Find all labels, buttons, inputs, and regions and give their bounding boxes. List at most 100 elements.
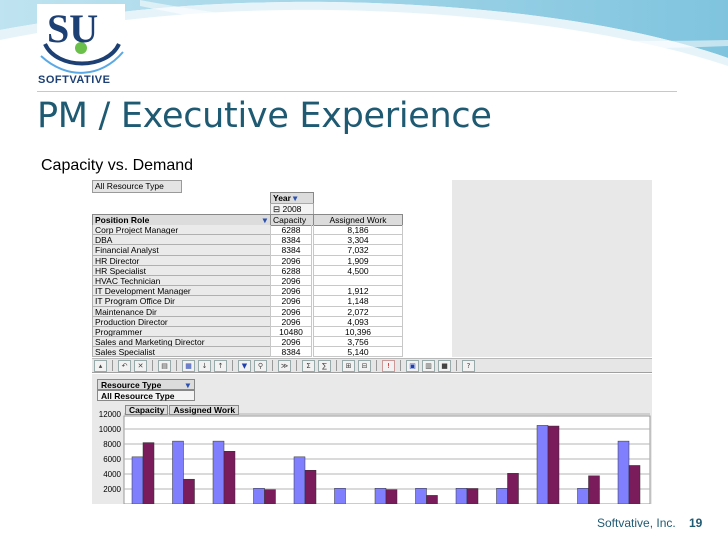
export-icon[interactable]: ▣ [406, 359, 419, 372]
filter-value[interactable]: All Resource Type [97, 390, 195, 401]
sort-ascending-icon[interactable]: ↓ [198, 359, 211, 372]
resource-type-label: Resource Type [101, 380, 162, 390]
bar-chart: 12000 10000 8000 6000 4000 2000 [99, 410, 651, 504]
calc-fields-icon[interactable]: ∑ [318, 359, 331, 372]
bar-assigned-work[interactable] [628, 465, 641, 504]
bar-assigned-work[interactable] [142, 442, 155, 504]
bar-capacity[interactable] [293, 456, 306, 504]
cell-role: IT Development Manager [92, 286, 271, 297]
bar-assigned-work[interactable] [426, 495, 438, 504]
filter-icon[interactable]: ⚲ [254, 359, 267, 372]
chart-area: 12000 10000 8000 6000 4000 2000 Resource Type… [92, 374, 652, 504]
bar-assigned-work[interactable] [547, 425, 560, 504]
bar-capacity[interactable] [617, 440, 630, 504]
bar-capacity[interactable] [536, 425, 549, 504]
bar-assigned-work[interactable] [304, 470, 317, 504]
bar-assigned-work[interactable] [223, 451, 236, 504]
cell-role: HR Director [92, 255, 271, 266]
toolbar-separator [456, 360, 457, 371]
pivot-table: All Resource Type Year ▾ ⊟ 2008 Position … [92, 180, 652, 358]
title-divider [37, 91, 677, 92]
legend-assigned-work[interactable]: Assigned Work [169, 405, 240, 415]
toolbar-separator [152, 360, 153, 371]
cell-role: Programmer [92, 326, 271, 338]
toolbar-separator [112, 360, 113, 371]
autofilter-icon[interactable]: ▼ [238, 359, 251, 372]
slide-title: PM / Executive Experience [37, 96, 492, 136]
bar-capacity[interactable] [172, 440, 184, 504]
toolbar-separator [296, 360, 297, 371]
cell-assigned: 7,032 [313, 245, 403, 256]
bar-assigned-work[interactable] [507, 473, 519, 504]
calculation-icon[interactable]: Σ [302, 359, 315, 372]
bar-assigned-work[interactable] [466, 488, 479, 504]
year-label: Year [273, 193, 291, 203]
cell-assigned: 2,072 [313, 306, 403, 317]
cell-role: Production Director [92, 316, 271, 327]
chevron-down-icon[interactable]: ▾ [262, 215, 267, 225]
toolbar-separator [376, 360, 377, 371]
cell-assigned: 3,756 [313, 337, 403, 348]
chevron-down-icon[interactable]: ▾ [292, 193, 298, 203]
cell-role: IT Program Office Dir [92, 296, 271, 307]
cell-role: Sales and Marketing Director [92, 337, 271, 348]
cell-assigned: 8,186 [313, 225, 403, 236]
commands-icon[interactable]: ■ [438, 359, 451, 372]
bar-capacity[interactable] [455, 488, 468, 504]
toolbar-separator [272, 360, 273, 371]
toolbar-separator [232, 360, 233, 371]
cell-assigned: 1,912 [313, 286, 403, 297]
sort-descending-icon[interactable]: ↑ [214, 359, 227, 372]
delete-icon[interactable]: ✕ [134, 359, 147, 372]
bar-capacity[interactable] [415, 488, 427, 504]
cell-role: Financial Analyst [92, 245, 271, 256]
cell-assigned: 4,500 [313, 265, 403, 276]
cell-capacity: 2096 [270, 337, 312, 348]
y-tick-label: 4000 [103, 470, 121, 479]
hide-details-icon[interactable]: ⊟ [358, 359, 371, 372]
page-number: 19 [689, 516, 703, 530]
cell-capacity: 2096 [270, 306, 312, 317]
cell-capacity: 10480 [270, 326, 312, 338]
pivot-empty-area [452, 180, 652, 357]
cell-assigned: 1,148 [313, 296, 403, 307]
bar-capacity[interactable] [212, 440, 225, 504]
cell-capacity: 8384 [270, 245, 312, 256]
chart-wizard-icon[interactable]: ▥ [422, 359, 435, 372]
bar-capacity[interactable] [131, 456, 144, 504]
column-header-assigned-work[interactable]: Assigned Work [313, 214, 403, 226]
bar-capacity[interactable] [577, 488, 589, 504]
help-icon[interactable]: ? [462, 359, 475, 372]
expand-icon[interactable]: ≫ [278, 359, 291, 372]
bar-capacity[interactable] [496, 488, 508, 504]
undo-icon[interactable]: ↶ [118, 359, 131, 372]
properties-icon[interactable]: ▤ [158, 359, 171, 372]
chevron-down-icon[interactable]: ▾ [185, 380, 190, 390]
softvative-logo: SU [37, 4, 125, 74]
page-field-resource-type[interactable]: All Resource Type [92, 180, 182, 193]
field-list-icon[interactable]: ▦ [182, 359, 195, 372]
position-role-label: Position Role [95, 215, 150, 225]
logo-letters: SU [47, 6, 98, 51]
cell-capacity: 2096 [270, 255, 312, 266]
filter-field-resource-type[interactable]: Resource Type ▾ [97, 379, 195, 390]
refresh-icon[interactable]: ! [382, 359, 395, 372]
bar-assigned-work[interactable] [588, 475, 600, 504]
bar-assigned-work[interactable] [385, 489, 398, 504]
logo-wordmark: SOFTVATIVE [38, 74, 111, 86]
year-value-text: 2008 [282, 204, 302, 214]
cell-capacity: 2096 [270, 275, 312, 287]
bar-assigned-work[interactable] [183, 478, 195, 504]
chart-toolbar: ▴ ↶ ✕ ▤ ▦ ↓ ↑ ▼ ⚲ ≫ Σ ∑ ⊞ ⊟ ! ▣ ▥ ■ ? [92, 358, 652, 373]
chart-type-icon[interactable]: ▴ [94, 359, 107, 372]
bar-capacity[interactable] [374, 488, 387, 504]
cell-assigned: 1,909 [313, 255, 403, 266]
cell-capacity: 6288 [270, 265, 312, 276]
slide-subtitle: Capacity vs. Demand [41, 157, 194, 174]
cell-capacity: 2096 [270, 286, 312, 297]
bar-assigned-work[interactable] [264, 489, 276, 504]
show-top-icon[interactable]: ⊞ [342, 359, 355, 372]
legend-capacity[interactable]: Capacity [125, 405, 169, 415]
bar-capacity[interactable] [253, 488, 265, 504]
bar-capacity[interactable] [334, 488, 346, 504]
